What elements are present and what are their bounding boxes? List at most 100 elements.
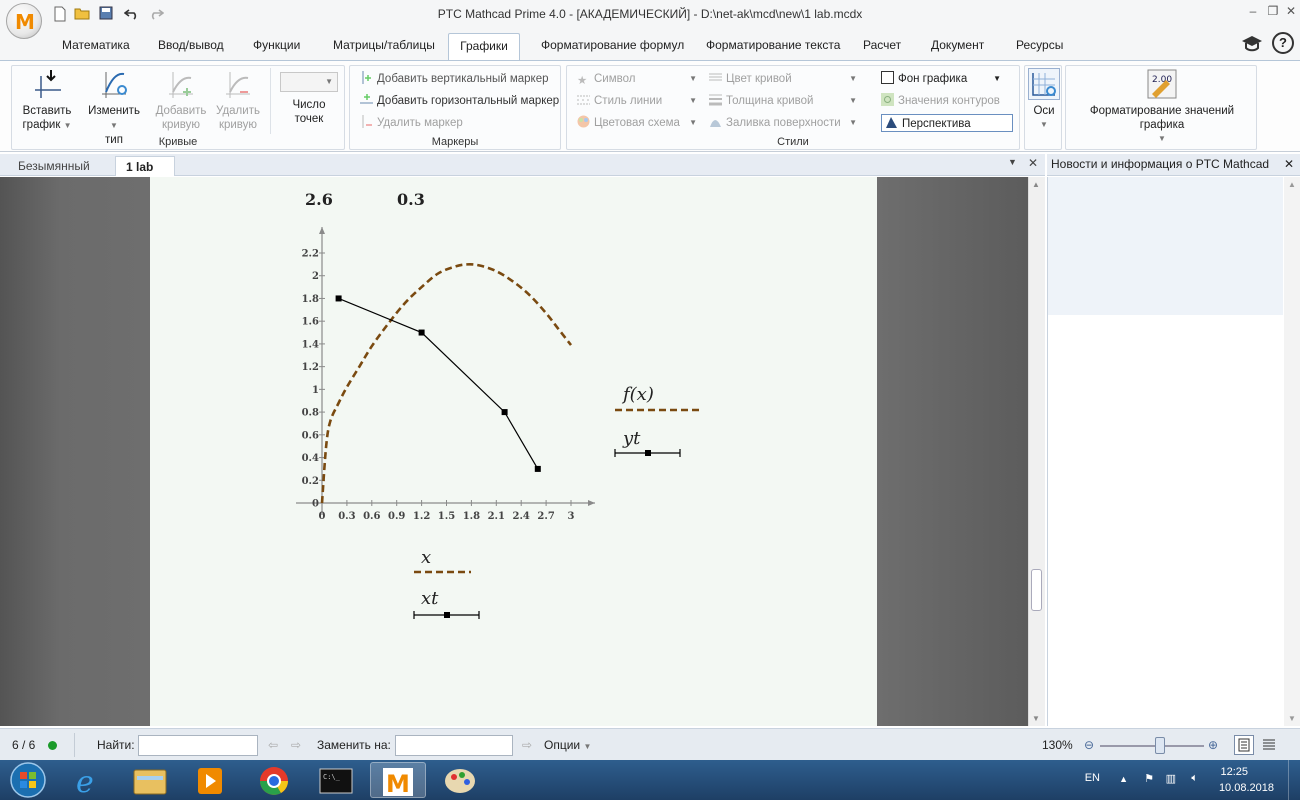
tab-resources[interactable]: Ресурсы [1016,38,1064,52]
options-dropdown[interactable]: Опции ▼ [544,738,592,752]
action-center-icon[interactable]: ⚑ [1144,773,1154,785]
styles-group-label: Стили [777,136,809,148]
worksheet-page[interactable]: 2.6 0.3 0 0.3 0.6 0.9 1.2 1.5 1.8 2.1 2.4 2.7 3 0 0.… [150,177,877,726]
tab-io[interactable]: Ввод/вывод [158,38,224,52]
scroll-up-icon[interactable]: ▲ [1032,180,1040,189]
tab-functions[interactable]: Функции [253,38,301,52]
plot-background-dropdown[interactable]: Фон графика ▼ [881,70,1007,88]
close-tab-icon[interactable]: ✕ [1028,156,1039,170]
remove-marker-button[interactable]: Удалить маркер [360,114,463,132]
taskbar-ie-icon[interactable]: e [62,762,118,800]
scroll-up-icon[interactable]: ▲ [1288,180,1296,189]
redo-icon[interactable] [148,6,165,22]
line-style-dropdown[interactable]: Стиль линии ▼ [577,92,697,110]
learning-icon[interactable] [1240,33,1264,56]
find-input[interactable] [138,735,258,756]
tab-document[interactable]: Документ [931,38,985,52]
result-value-a[interactable]: 2.6 [305,190,333,209]
taskbar-explorer-icon[interactable] [122,762,178,798]
x-tick-label: 2.7 [537,511,554,522]
taskbar-cmd-icon[interactable]: C:\_ [308,762,364,798]
tab-untitled[interactable]: Безымянный [18,159,90,173]
scroll-down-icon[interactable]: ▼ [1288,714,1296,723]
zoom-slider-track[interactable] [1100,745,1204,747]
replace-icon[interactable]: ⇨ [522,738,533,752]
clock-time[interactable]: 12:25 [1220,766,1248,778]
axes-group: Оси ▼ [1024,65,1062,150]
legend-f-label[interactable]: f(x) [623,384,654,405]
start-button[interactable] [2,760,54,800]
format-plot-values-button[interactable]: 2.00 Форматирование значений графика ▼ [1068,68,1256,146]
taskbar-mathcad-icon[interactable]: M [370,762,426,798]
change-type-icon [98,68,130,100]
legend-yt-label[interactable]: yt [623,428,641,449]
close-window-button[interactable]: ✕ [1285,4,1297,18]
tab-list-chevron-icon[interactable]: ▼ [1008,157,1017,167]
format-values-icon: 2.00 [1146,68,1178,100]
tab-math[interactable]: Математика [62,38,130,52]
xaxis-xt-label[interactable]: xt [421,588,439,609]
add-vertical-marker-button[interactable]: Добавить вертикальный маркер [360,70,549,88]
add-horizontal-marker-button[interactable]: Добавить горизонтальный маркер [360,92,559,110]
undo-icon[interactable] [123,6,140,22]
new-document-icon[interactable] [52,6,68,22]
zoom-out-icon[interactable]: ⊖ [1084,738,1095,752]
curve-color-dropdown[interactable]: Цвет кривой ▼ [709,70,857,88]
surface-fill-dropdown[interactable]: Заливка поверхности ▼ [709,114,857,132]
scroll-thumb[interactable] [1031,569,1042,611]
result-value-b[interactable]: 0.3 [397,190,425,209]
add-curve-button[interactable]: Добавить кривую [152,68,210,132]
taskbar-media-icon[interactable] [182,762,238,798]
restore-button[interactable]: ❐ [1267,4,1279,18]
perspective-button[interactable]: Перспектива [881,114,1013,132]
taskbar-chrome-icon[interactable] [246,762,302,798]
replace-input[interactable] [395,735,513,756]
tab-plots[interactable]: Графики [448,33,520,61]
show-desktop-button[interactable] [1288,760,1300,800]
open-folder-icon[interactable] [74,6,90,22]
vertical-scrollbar[interactable]: ▲ ▼ [1028,177,1045,726]
tray-expand-icon[interactable]: ▲ [1119,774,1128,784]
y-tick-label: 1.8 [302,294,319,305]
page-view-icon[interactable] [1234,735,1254,755]
remove-curve-icon [222,68,254,100]
xy-plot[interactable]: 0 0.3 0.6 0.9 1.2 1.5 1.8 2.1 2.4 2.7 3 0 0.2 0.4 0.6 0… [150,177,877,726]
chevron-down-icon: ▼ [1158,134,1166,143]
tab-calculation[interactable]: Расчет [863,38,902,52]
tab-math-formatting[interactable]: Форматирование формул [541,38,685,52]
zoom-in-icon[interactable]: ⊕ [1208,738,1219,752]
scroll-down-icon[interactable]: ▼ [1032,714,1040,723]
volume-icon[interactable]: 🔈︎ [1191,772,1198,784]
minimize-button[interactable]: – [1249,4,1257,18]
tab-text-formatting[interactable]: Форматирование текста [706,38,841,52]
contour-values-button[interactable]: Значения контуров [881,92,1007,110]
color-scheme-dropdown[interactable]: Цветовая схема ▼ [577,114,697,132]
svg-text:M: M [386,770,410,798]
news-pane: ▲ ▼ [1047,177,1300,726]
axes-button[interactable]: Оси ▼ [1027,68,1061,132]
change-type-button[interactable]: Изменить ▼ тип [84,68,144,147]
remove-curve-button[interactable]: Удалить кривую [210,68,266,132]
curve-thickness-dropdown[interactable]: Толщина кривой ▼ [709,92,857,110]
save-icon[interactable] [98,6,114,22]
zoom-slider-thumb[interactable] [1155,737,1165,754]
close-news-icon[interactable]: ✕ [1283,157,1294,171]
help-icon[interactable]: ? [1272,32,1294,54]
language-indicator[interactable]: EN [1084,772,1100,784]
symbol-dropdown[interactable]: ★ Символ ▼ [577,73,697,87]
clock-date[interactable]: 10.08.2018 [1218,782,1274,794]
find-prev-icon[interactable]: ⇦ [268,738,279,752]
insert-plot-button[interactable]: Вставить график ▼ [20,68,74,133]
network-icon[interactable]: ▥ [1165,773,1176,785]
tab-matrices[interactable]: Матрицы/таблицы [333,38,435,52]
divider [74,733,75,757]
xaxis-x-label[interactable]: x [421,547,432,568]
taskbar-paint-icon[interactable] [432,762,488,798]
app-logo-button[interactable]: M [6,3,42,39]
find-next-icon[interactable]: ⇨ [291,738,302,752]
draft-view-icon[interactable] [1260,735,1280,755]
tab-1-lab[interactable]: 1 lab [115,156,175,176]
zoom-level: 130% [1042,738,1073,752]
news-scrollbar[interactable]: ▲ ▼ [1284,177,1300,726]
num-points-field[interactable]: ▼ [280,72,338,92]
